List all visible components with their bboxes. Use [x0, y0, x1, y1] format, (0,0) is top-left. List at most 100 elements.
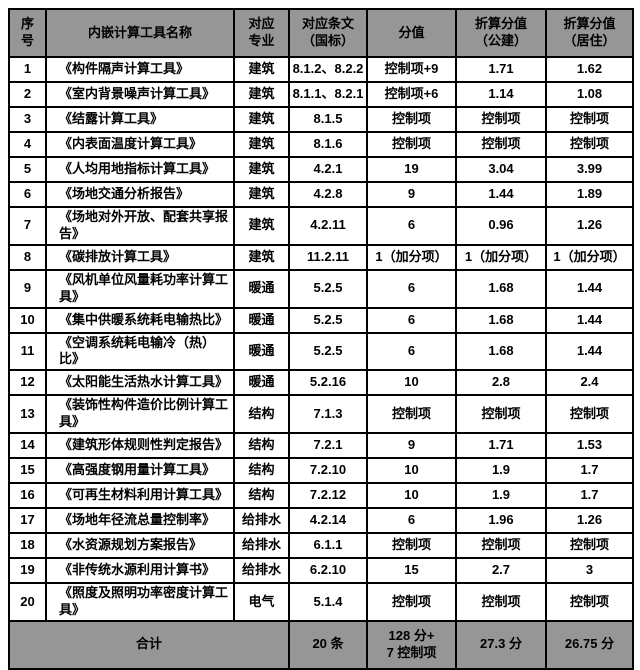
- table-row: 18 《水资源规划方案报告》 给排水 6.1.1 控制项 控制项 控制项: [8, 532, 634, 560]
- cell-major: 建筑: [233, 156, 290, 183]
- cell-major: 电气: [233, 582, 290, 622]
- cell-public: 控制项: [455, 532, 547, 560]
- cell-name: 《非传统水源利用计算书》: [45, 557, 235, 585]
- cell-public: 控制项: [455, 582, 547, 622]
- footer-public-total: 27.3 分: [455, 619, 547, 670]
- cell-resid: 1.7: [545, 457, 634, 485]
- cell-public: 1.68: [455, 268, 547, 309]
- cell-clause: 8.1.1、8.2.1: [288, 81, 368, 108]
- table-row: 1 《构件隔声计算工具》 建筑 8.1.2、8.2.2 控制项+9 1.71 1.62: [8, 56, 634, 83]
- cell-major: 暖通: [233, 268, 290, 309]
- cell-resid: 3: [545, 557, 634, 585]
- cell-index: 12: [8, 369, 47, 397]
- cell-index: 20: [8, 582, 47, 622]
- cell-index: 19: [8, 557, 47, 585]
- cell-index: 3: [8, 106, 47, 133]
- cell-major: 建筑: [233, 131, 290, 158]
- cell-public: 1.71: [455, 56, 547, 83]
- cell-name: 《人均用地指标计算工具》: [45, 156, 235, 183]
- cell-score: 控制项: [366, 106, 457, 133]
- cell-clause: 5.2.16: [288, 369, 368, 397]
- table-row: 2 《室内背景噪声计算工具》 建筑 8.1.1、8.2.1 控制项+6 1.14 1.08: [8, 81, 634, 108]
- cell-score: 控制项+9: [366, 56, 457, 83]
- table-row: 15 《高强度钢用量计算工具》 结构 7.2.10 10 1.9 1.7: [8, 457, 634, 485]
- cell-score: 1（加分项）: [366, 243, 457, 271]
- cell-major: 建筑: [233, 181, 290, 208]
- cell-public: 控制项: [455, 106, 547, 133]
- cell-name: 《风机单位风量耗功率计算工具》: [45, 268, 235, 309]
- header-row: 序 号内嵌计算工具名称 对应 专业 对应条文 （国标） 分值 折算分值 （公建） 折算分值…: [8, 8, 634, 58]
- table-row: 7 《场地对外开放、配套共享报告》 建筑 4.2.11 6 0.96 1.26: [8, 206, 634, 246]
- cell-major: 建筑: [233, 81, 290, 108]
- cell-resid: 1.53: [545, 432, 634, 460]
- cell-score: 6: [366, 306, 457, 334]
- table-row: 14 《建筑形体规则性判定报告》 结构 7.2.1 9 1.71 1.53: [8, 432, 634, 460]
- cell-index: 10: [8, 306, 47, 334]
- cell-resid: 控制项: [545, 582, 634, 622]
- cell-clause: 7.2.12: [288, 482, 368, 510]
- cell-name: 《构件隔声计算工具》: [45, 56, 235, 83]
- cell-score: 9: [366, 432, 457, 460]
- embedded-tools-score-table: 序 号内嵌计算工具名称 对应 专业 对应条文 （国标） 分值 折算分值 （公建） 折算分值…: [8, 8, 634, 670]
- table-row: 13 《装饰性构件造价比例计算工具》 结构 7.1.3 控制项 控制项 控制项: [8, 394, 634, 435]
- table-row: 17 《场地年径流总量控制率》 给排水 4.2.14 6 1.96 1.26: [8, 507, 634, 535]
- cell-index: 1: [8, 56, 47, 83]
- cell-score: 10: [366, 369, 457, 397]
- cell-major: 结构: [233, 457, 290, 485]
- table-row: 6 《场地交通分析报告》 建筑 4.2.8 9 1.44 1.89: [8, 181, 634, 208]
- cell-index: 4: [8, 131, 47, 158]
- cell-score: 控制项: [366, 582, 457, 622]
- cell-score: 控制项: [366, 532, 457, 560]
- cell-clause: 11.2.11: [288, 243, 368, 271]
- cell-index: 6: [8, 181, 47, 208]
- cell-public: 控制项: [455, 394, 547, 435]
- cell-major: 给排水: [233, 507, 290, 535]
- cell-resid: 1.44: [545, 331, 634, 372]
- cell-score: 6: [366, 331, 457, 372]
- cell-clause: 4.2.11: [288, 206, 368, 246]
- footer-residential-total: 26.75 分: [545, 619, 634, 670]
- cell-clause: 4.2.1: [288, 156, 368, 183]
- cell-index: 11: [8, 331, 47, 372]
- column-header-public: 折算分值 （公建）: [455, 8, 547, 58]
- cell-name: 《碳排放计算工具》: [45, 243, 235, 271]
- cell-name: 《集中供暖系统耗电输热比》: [45, 306, 235, 334]
- cell-public: 1.96: [455, 507, 547, 535]
- cell-resid: 1.44: [545, 306, 634, 334]
- table-row: 9 《风机单位风量耗功率计算工具》 暖通 5.2.5 6 1.68 1.44: [8, 268, 634, 309]
- cell-score: 控制项: [366, 131, 457, 158]
- cell-score: 6: [366, 507, 457, 535]
- cell-major: 结构: [233, 432, 290, 460]
- cell-index: 13: [8, 394, 47, 435]
- cell-major: 给排水: [233, 557, 290, 585]
- cell-major: 建筑: [233, 106, 290, 133]
- cell-index: 7: [8, 206, 47, 246]
- table-footer: 合计 20 条 128 分+ 7 控制项 27.3 分 26.75 分: [8, 619, 634, 670]
- cell-clause: 5.2.5: [288, 306, 368, 334]
- cell-major: 暖通: [233, 369, 290, 397]
- cell-index: 9: [8, 268, 47, 309]
- cell-major: 建筑: [233, 206, 290, 246]
- cell-index: 14: [8, 432, 47, 460]
- cell-public: 2.7: [455, 557, 547, 585]
- cell-name: 《水资源规划方案报告》: [45, 532, 235, 560]
- cell-name: 《照度及照明功率密度计算工具》: [45, 582, 235, 622]
- cell-public: 1（加分项）: [455, 243, 547, 271]
- cell-resid: 2.4: [545, 369, 634, 397]
- cell-index: 15: [8, 457, 47, 485]
- column-header-clause: 对应条文 （国标）: [288, 8, 368, 58]
- cell-resid: 3.99: [545, 156, 634, 183]
- cell-clause: 5.2.5: [288, 331, 368, 372]
- cell-major: 暖通: [233, 331, 290, 372]
- cell-index: 2: [8, 81, 47, 108]
- document-page: 序 号内嵌计算工具名称 对应 专业 对应条文 （国标） 分值 折算分值 （公建） 折算分值…: [8, 8, 634, 670]
- cell-public: 1.44: [455, 181, 547, 208]
- table-row: 12 《太阳能生活热水计算工具》 暖通 5.2.16 10 2.8 2.4: [8, 369, 634, 397]
- table-row: 8 《碳排放计算工具》 建筑 11.2.11 1（加分项） 1（加分项） 1（加分项）: [8, 243, 634, 271]
- cell-major: 给排水: [233, 532, 290, 560]
- cell-resid: 控制项: [545, 394, 634, 435]
- cell-major: 结构: [233, 482, 290, 510]
- cell-resid: 1.26: [545, 507, 634, 535]
- cell-resid: 1.89: [545, 181, 634, 208]
- table-row: 11 《空调系统耗电输冷（热）比》 暖通 5.2.5 6 1.68 1.44: [8, 331, 634, 372]
